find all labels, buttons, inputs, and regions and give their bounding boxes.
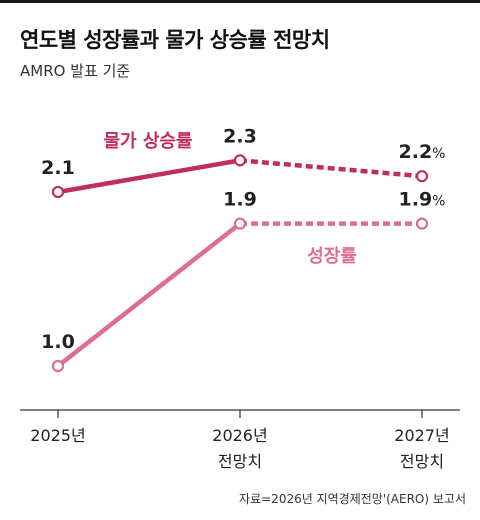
series-line-actual	[55, 158, 243, 195]
data-label: 1.9%	[399, 189, 446, 211]
series-name-label: 물가 상승률	[103, 131, 192, 152]
data-point	[51, 185, 65, 199]
data-label: 1.0	[41, 331, 75, 353]
series-line-projected	[239, 158, 423, 179]
x-tick-label: 2026년	[212, 426, 267, 445]
x-tick-label: 2025년	[30, 426, 85, 445]
data-label: 2.3	[223, 125, 257, 147]
chart-subtitle: AMRO 발표 기준	[20, 62, 131, 80]
data-point	[415, 170, 429, 183]
data-point	[415, 217, 429, 230]
top-rule	[0, 0, 480, 3]
data-label: 2.1	[41, 157, 75, 179]
data-label: 2.2%	[399, 141, 446, 163]
source-note: 자료=2026년 지역경제전망'(AERO) 보고서	[239, 492, 466, 506]
data-point	[233, 154, 247, 167]
data-label: 1.9	[223, 189, 257, 211]
series-line-actual	[55, 221, 243, 369]
x-tick-label: 2027년	[394, 426, 449, 445]
data-point	[51, 359, 65, 373]
chart-title: 연도별 성장률과 물가 상승률 전망치	[20, 28, 330, 52]
data-point	[233, 217, 247, 230]
x-tick-label: 전망치	[400, 452, 444, 471]
series-name-label: 성장률	[307, 246, 357, 267]
x-tick-label: 전망치	[218, 452, 262, 471]
